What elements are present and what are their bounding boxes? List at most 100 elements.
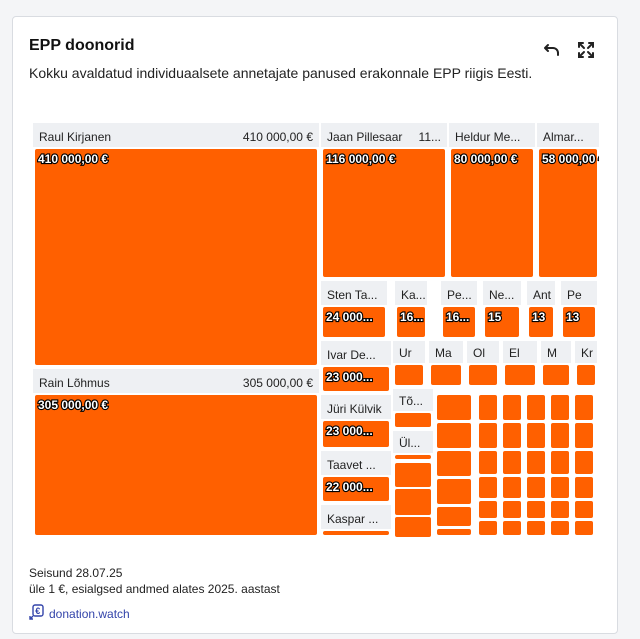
- tile-header-ivar: [321, 341, 391, 365]
- tile-block-juri[interactable]: [323, 421, 389, 447]
- tile-name-pe1: Pe...: [447, 288, 472, 302]
- tile-header-ant: [527, 281, 555, 305]
- tile-name-kr: Kr: [581, 346, 593, 360]
- small-tile-28[interactable]: [551, 395, 569, 420]
- tile-block-ul[interactable]: [395, 455, 431, 459]
- small-tile-6[interactable]: [437, 451, 471, 476]
- tile-block-to[interactable]: [395, 413, 431, 427]
- small-tile-8[interactable]: [437, 507, 471, 526]
- small-tile-12[interactable]: [479, 451, 497, 474]
- tile-header-ka: [395, 281, 427, 305]
- tile-block-jaan[interactable]: [323, 149, 445, 277]
- tile-block-ka[interactable]: [397, 307, 425, 337]
- small-tile-26[interactable]: [527, 501, 545, 518]
- tile-name-taavet: Taavet ...: [327, 458, 376, 472]
- tile-label-almar: 58 000,00 €: [542, 152, 599, 166]
- tile-header-to: [393, 389, 433, 411]
- tile-block-pe1[interactable]: [443, 307, 475, 337]
- small-tile-38[interactable]: [575, 501, 593, 518]
- tile-name-ur: Ur: [399, 346, 412, 360]
- small-tile-29[interactable]: [551, 423, 569, 448]
- small-tile-39[interactable]: [575, 521, 593, 535]
- tile-name-pe2: Pe: [567, 288, 582, 302]
- tile-block-kaspar[interactable]: [323, 531, 389, 535]
- tile-label-jaan: 116 000,00 €: [326, 152, 396, 166]
- tile-header-heldur: [449, 123, 535, 147]
- tile-block-sten[interactable]: [323, 307, 385, 337]
- source-label: donation.watch: [49, 606, 130, 621]
- tile-name-ne: Ne...: [489, 288, 514, 302]
- tile-block-ivar[interactable]: [323, 367, 389, 391]
- small-tile-2[interactable]: [395, 489, 431, 515]
- small-tile-5[interactable]: [437, 423, 471, 448]
- tile-block-almar[interactable]: [539, 149, 597, 277]
- tile-block-ma[interactable]: [431, 365, 461, 385]
- small-tile-27[interactable]: [527, 521, 545, 535]
- small-tile-22[interactable]: [527, 395, 545, 420]
- small-tile-21[interactable]: [503, 521, 521, 535]
- tile-label-ne: 15: [488, 310, 502, 324]
- tile-name-el: El: [509, 346, 520, 360]
- small-tile-31[interactable]: [551, 477, 569, 498]
- tile-header-almar: [537, 123, 599, 147]
- small-tile-10[interactable]: [479, 395, 497, 420]
- small-tile-17[interactable]: [503, 423, 521, 448]
- tile-name-to: Tõ...: [399, 394, 423, 408]
- tile-label-raul: 410 000,00 €: [38, 152, 108, 166]
- small-tile-24[interactable]: [527, 451, 545, 474]
- tile-label-pe2: 13: [566, 310, 580, 324]
- tile-block-heldur[interactable]: [451, 149, 533, 277]
- tile-block-rain[interactable]: [35, 395, 317, 535]
- tile-block-pe2[interactable]: [563, 307, 595, 337]
- small-tile-7[interactable]: [437, 479, 471, 504]
- tile-header-jaan: [321, 123, 447, 147]
- small-tile-13[interactable]: [479, 477, 497, 498]
- small-tile-14[interactable]: [479, 501, 497, 518]
- tile-block-ant[interactable]: [529, 307, 553, 337]
- small-tile-15[interactable]: [479, 521, 497, 535]
- small-tile-32[interactable]: [551, 501, 569, 518]
- tile-name-ivar: Ivar De...: [327, 348, 376, 362]
- tile-block-ne[interactable]: [485, 307, 519, 337]
- tile-header-ol: [467, 341, 499, 363]
- fullscreen-icon[interactable]: [575, 39, 597, 61]
- small-tile-19[interactable]: [503, 477, 521, 498]
- small-tile-30[interactable]: [551, 451, 569, 474]
- small-tile-1[interactable]: [395, 463, 431, 487]
- tile-header-ur: [393, 341, 425, 363]
- tile-name-jaan: Jaan Pillesaar: [327, 130, 402, 144]
- tile-block-ur[interactable]: [395, 365, 423, 385]
- data-note: üle 1 €, esialgsed andmed alates 2025. a…: [29, 582, 280, 596]
- small-tile-37[interactable]: [575, 477, 593, 498]
- tile-block-kr[interactable]: [577, 365, 595, 385]
- tile-name-kaspar: Kaspar ...: [327, 512, 378, 526]
- small-tile-16[interactable]: [503, 395, 521, 420]
- tile-label-ka: 16...: [400, 310, 423, 324]
- tile-block-ol[interactable]: [469, 365, 497, 385]
- small-tile-36[interactable]: [575, 451, 593, 474]
- small-tile-11[interactable]: [479, 423, 497, 448]
- tile-value-raul: 410 000,00 €: [243, 130, 313, 144]
- small-tile-4[interactable]: [437, 395, 471, 420]
- small-tile-18[interactable]: [503, 451, 521, 474]
- small-tile-23[interactable]: [527, 423, 545, 448]
- small-tile-25[interactable]: [527, 477, 545, 498]
- tile-header-ma: [429, 341, 463, 363]
- small-tile-20[interactable]: [503, 501, 521, 518]
- small-tile-3[interactable]: [395, 517, 431, 537]
- undo-icon[interactable]: [541, 39, 563, 61]
- tile-label-heldur: 80 000,00 €: [454, 152, 518, 166]
- small-tile-34[interactable]: [575, 395, 593, 420]
- tile-block-el[interactable]: [505, 365, 535, 385]
- small-tile-9[interactable]: [437, 529, 471, 535]
- tile-name-ul: Ül...: [399, 436, 420, 450]
- tile-header-ne: [483, 281, 521, 305]
- tile-block-m[interactable]: [543, 365, 569, 385]
- tile-block-taavet[interactable]: [323, 477, 389, 501]
- tile-name-raul: Raul Kirjanen: [39, 130, 111, 144]
- tile-label-juri: 23 000...: [326, 424, 373, 438]
- source-link[interactable]: € donation.watch: [29, 604, 130, 623]
- small-tile-35[interactable]: [575, 423, 593, 448]
- tile-block-raul[interactable]: [35, 149, 317, 365]
- small-tile-33[interactable]: [551, 521, 569, 535]
